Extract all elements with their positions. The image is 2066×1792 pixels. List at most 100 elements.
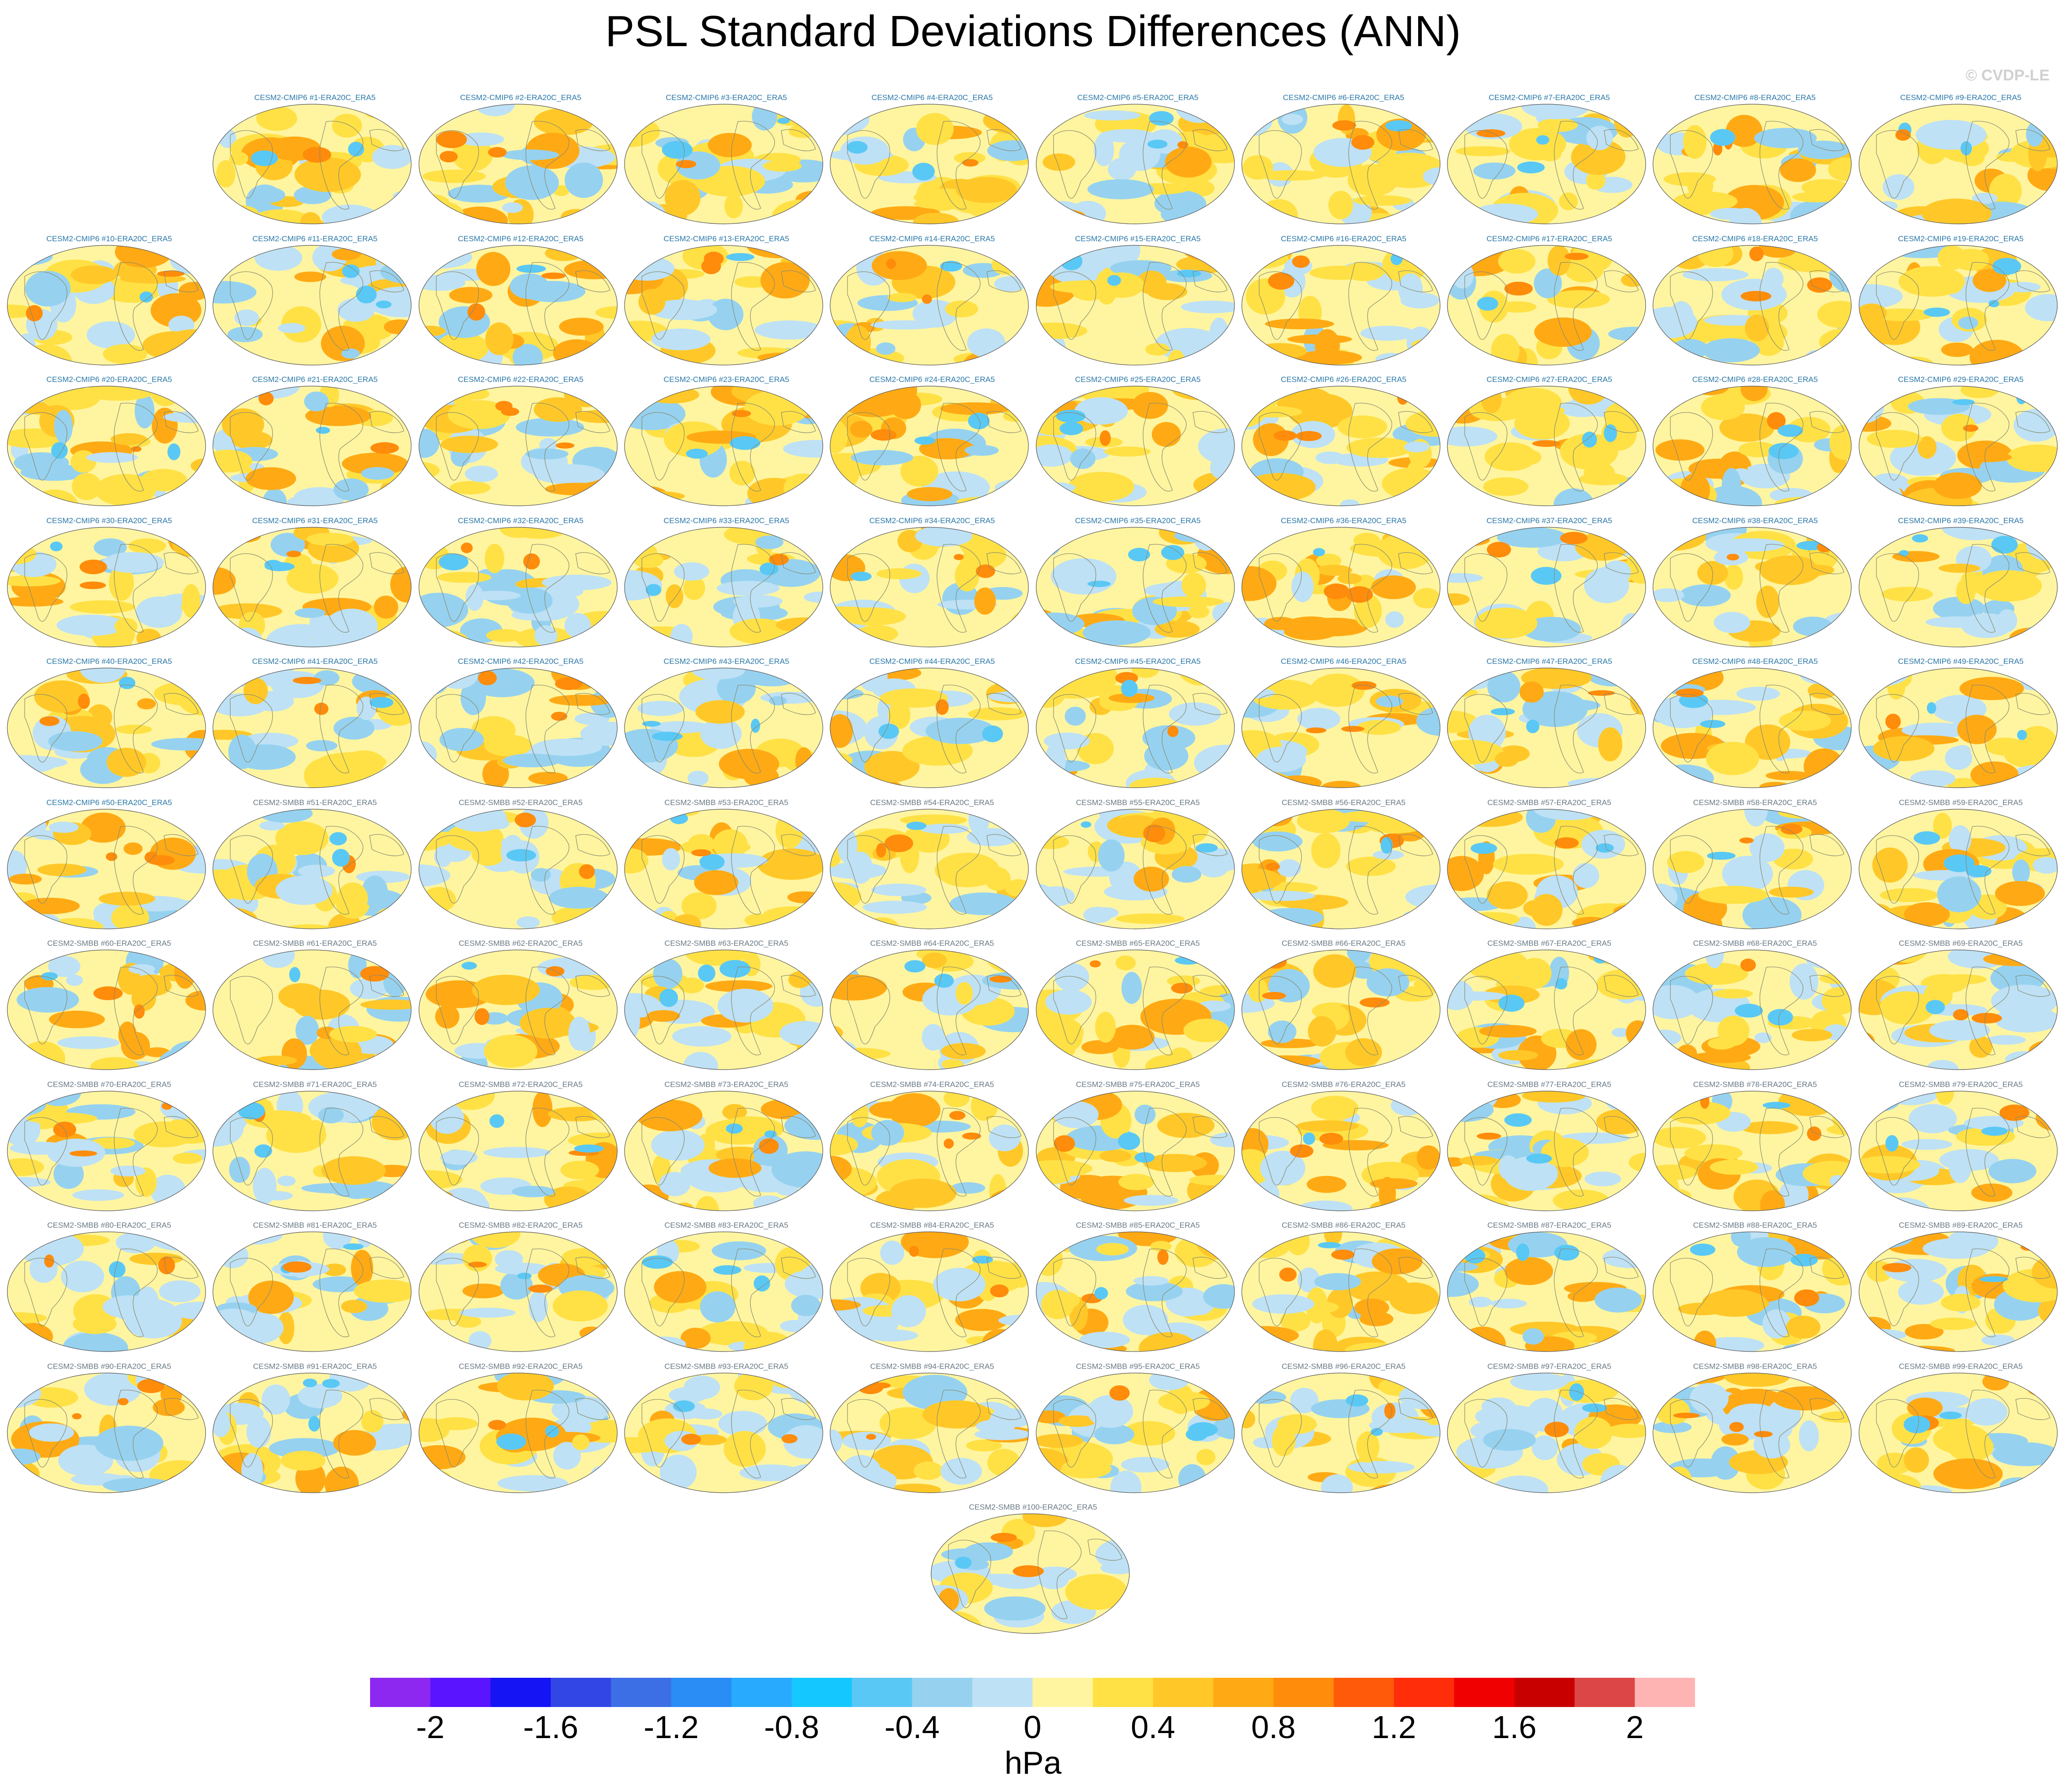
colorbar-tick-label: -1.6	[523, 1709, 578, 1745]
map-panel: CESM2-SMBB #64-ERA20C_ERA5	[829, 939, 1035, 1079]
panel-title: CESM2-SMBB #66-ERA20C_ERA5	[1282, 939, 1406, 948]
anomaly-patch	[110, 1165, 146, 1177]
anomaly-patch	[2005, 1051, 2044, 1068]
map-panel: CESM2-CMIP6 #9-ERA20C_ERA5	[1858, 93, 2064, 233]
anomaly-patch	[1930, 1317, 1976, 1330]
anomaly-patch	[1827, 1471, 1848, 1493]
anomaly-patch	[365, 105, 390, 119]
panel-title: CESM2-CMIP6 #27-ERA20C_ERA5	[1486, 375, 1612, 384]
map-border	[418, 668, 618, 788]
anomaly-patch	[964, 445, 999, 456]
anomaly-patch	[418, 864, 450, 886]
anomaly-core	[489, 1114, 504, 1128]
panel-title: CESM2-CMIP6 #15-ERA20C_ERA5	[1075, 234, 1201, 243]
anomaly-core	[506, 848, 536, 861]
anomaly-patch	[306, 1119, 326, 1145]
world-map	[418, 386, 618, 506]
world-map	[7, 1231, 206, 1352]
anomaly-core	[1273, 430, 1297, 441]
anomaly-core	[642, 721, 661, 727]
panel-title: CESM2-SMBB #97-ERA20C_ERA5	[1487, 1362, 1611, 1371]
anomaly-core	[528, 1284, 553, 1293]
anomaly-patch	[1050, 558, 1117, 594]
panel-title: CESM2-CMIP6 #8-ERA20C_ERA5	[1694, 93, 1816, 102]
anomaly-patch	[1498, 249, 1536, 274]
panel-title: CESM2-CMIP6 #6-ERA20C_ERA5	[1283, 93, 1404, 102]
anomaly-core	[1952, 399, 1975, 405]
anomaly-core	[289, 967, 301, 982]
anomaly-core	[1988, 300, 1999, 307]
map-panel: CESM2-SMBB #86-ERA20C_ERA5	[1241, 1221, 1446, 1361]
anomaly-patch	[1661, 1188, 1692, 1205]
anomaly-core	[1303, 1132, 1315, 1145]
anomaly-patch	[323, 1263, 346, 1276]
world-map	[7, 949, 206, 1070]
anomaly-patch	[734, 1373, 773, 1400]
anomaly-core	[1582, 431, 1597, 448]
map-panel: CESM2-CMIP6 #34-ERA20C_ERA5	[829, 516, 1035, 656]
anomaly-core	[1791, 1254, 1818, 1267]
coastline	[24, 544, 199, 632]
anomaly-patch	[994, 1575, 1040, 1589]
colorbar-units: hPa	[1004, 1745, 1062, 1781]
map-border	[1447, 386, 1646, 506]
anomaly-patch	[174, 955, 196, 989]
anomaly-patch	[919, 438, 975, 460]
anomaly-core	[866, 1433, 876, 1440]
anomaly-core	[885, 834, 913, 852]
anomaly-patch	[1806, 953, 1849, 969]
anomaly-patch	[1787, 417, 1831, 443]
anomaly-patch	[476, 251, 510, 286]
anomaly-patch	[528, 1290, 548, 1322]
world-map	[1859, 668, 2058, 788]
anomaly-patch	[332, 248, 361, 260]
anomaly-patch	[103, 344, 147, 364]
map-border	[418, 808, 618, 929]
map-panel: CESM2-SMBB #82-ERA20C_ERA5	[418, 1221, 624, 1361]
anomaly-patch	[1245, 1236, 1290, 1258]
anomaly-patch	[1829, 424, 1852, 460]
colorbar-swatch	[791, 1678, 853, 1707]
anomaly-core	[1262, 991, 1286, 1000]
anomaly-patch	[1065, 1574, 1128, 1610]
anomaly-patch	[1660, 204, 1680, 223]
anomaly-patch	[254, 245, 302, 271]
anomaly-patch	[935, 852, 1000, 887]
anomaly-patch	[2036, 1331, 2057, 1351]
anomaly-patch	[925, 717, 996, 744]
anomaly-patch	[1658, 1336, 1686, 1352]
map-border	[1241, 668, 1441, 788]
anomaly-core	[1554, 837, 1579, 848]
anomaly-patch	[1736, 686, 1780, 701]
anomaly-core	[467, 1262, 487, 1267]
anomaly-patch	[1957, 715, 1997, 744]
anomaly-core	[949, 1110, 966, 1120]
map-border	[212, 668, 412, 788]
anomaly-patch	[672, 1026, 731, 1047]
anomaly-patch	[1808, 682, 1838, 699]
anomaly-core	[1476, 129, 1506, 138]
panel-title: CESM2-SMBB #65-ERA20C_ERA5	[1075, 939, 1200, 948]
coastline	[1464, 826, 1639, 914]
anomaly-patch	[102, 1477, 174, 1493]
world-map	[624, 1090, 823, 1211]
map-border	[1653, 386, 1852, 506]
world-map	[830, 244, 1029, 366]
anomaly-patch	[1483, 477, 1529, 496]
world-map	[1653, 1231, 1852, 1352]
panel-title: CESM2-CMIP6 #49-ERA20C_ERA5	[1898, 657, 2024, 666]
map-panel: CESM2-SMBB #52-ERA20C_ERA5	[418, 798, 624, 938]
anomaly-patch	[2018, 726, 2057, 760]
anomaly-patch	[222, 408, 265, 440]
coastline	[24, 966, 199, 1055]
anomaly-patch	[111, 433, 147, 445]
anomaly-core	[943, 1138, 954, 1149]
anomaly-patch	[920, 823, 969, 834]
anomaly-patch	[1490, 1299, 1527, 1309]
anomaly-core	[93, 986, 123, 1000]
anomaly-patch	[757, 352, 812, 363]
map-border	[418, 949, 618, 1070]
anomaly-patch	[1543, 699, 1601, 711]
map-border	[7, 668, 206, 788]
coastline	[1670, 403, 1845, 492]
